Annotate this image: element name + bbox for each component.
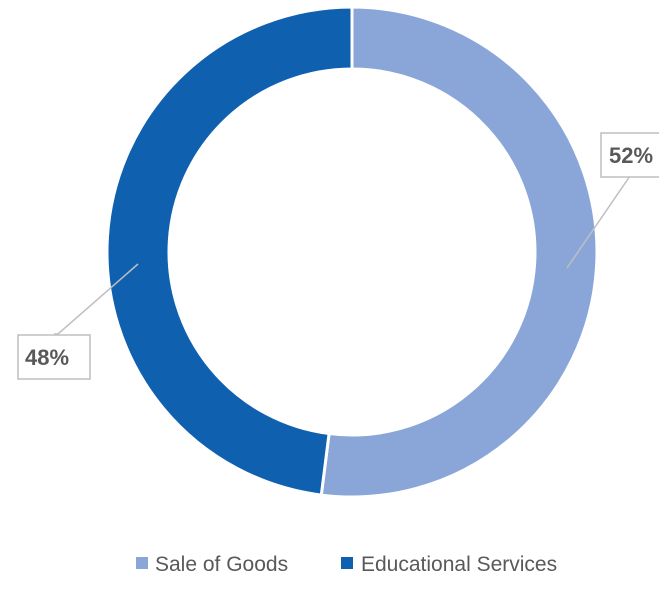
data-label-box-educational-services bbox=[17, 334, 91, 380]
legend-swatch-educational-services bbox=[341, 557, 353, 569]
data-label-educational-services: 48% bbox=[17, 263, 139, 380]
chart-slices bbox=[105, 5, 599, 499]
legend-label-sale-of-goods: Sale of Goods bbox=[155, 553, 288, 576]
data-label-text-sale-of-goods: 52% bbox=[609, 143, 653, 168]
legend-swatch-sale-of-goods bbox=[136, 557, 148, 569]
chart-legend: Sale of Goods Educational Services bbox=[136, 553, 557, 576]
leader-line-educational-services bbox=[54, 263, 139, 335]
legend-entry-sale-of-goods: Sale of Goods bbox=[136, 553, 288, 576]
legend-entry-educational-services: Educational Services bbox=[341, 553, 557, 576]
slice-sale-of-goods bbox=[319, 5, 599, 499]
data-label-text-educational-services: 48% bbox=[25, 345, 69, 370]
slice-educational-services bbox=[105, 5, 354, 497]
legend-label-educational-services: Educational Services bbox=[361, 553, 557, 576]
data-label-box-sale-of-goods bbox=[600, 132, 659, 178]
data-label-sale-of-goods: 52% bbox=[566, 132, 659, 269]
